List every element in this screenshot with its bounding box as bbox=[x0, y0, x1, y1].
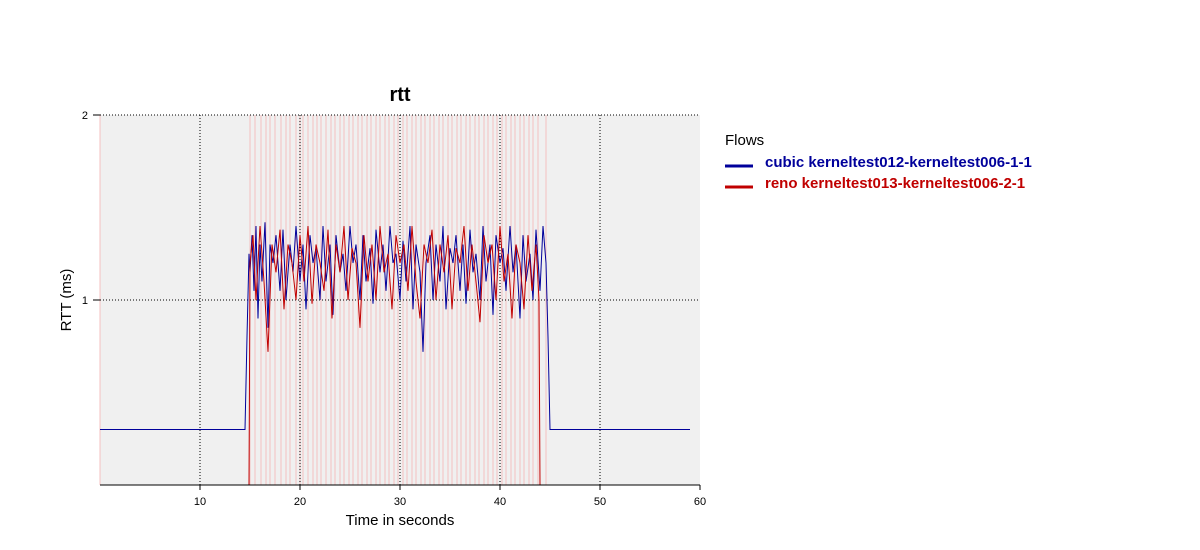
y-tick-label: 2 bbox=[82, 110, 88, 122]
x-tick-label: 40 bbox=[494, 496, 506, 508]
x-tick-label: 50 bbox=[594, 496, 606, 508]
series-line-reno bbox=[100, 225, 700, 486]
series-layer bbox=[100, 222, 700, 486]
series-line-cubic bbox=[100, 222, 690, 430]
x-axis-ticks: 10 20 30 40 50 60 bbox=[194, 485, 706, 508]
y-axis-ticks: 12 bbox=[82, 110, 100, 307]
x-tick-label: 30 bbox=[394, 496, 406, 508]
legend-label: reno kerneltest013-kerneltest006-2-1 bbox=[765, 175, 1025, 192]
x-axis-title: Time in seconds bbox=[346, 512, 455, 529]
x-tick-label: 10 bbox=[194, 496, 206, 508]
y-axis-title: RTT (ms) bbox=[58, 269, 75, 332]
legend-label: cubic kerneltest012-kerneltest006-1-1 bbox=[765, 154, 1032, 171]
x-tick-label: 20 bbox=[294, 496, 306, 508]
x-tick-label: 60 bbox=[694, 496, 706, 508]
legend: Flows cubic kerneltest012-kerneltest006-… bbox=[725, 132, 1032, 192]
chart-title: rtt bbox=[389, 84, 410, 106]
y-tick-label: 1 bbox=[82, 295, 88, 307]
legend-title: Flows bbox=[725, 132, 764, 149]
